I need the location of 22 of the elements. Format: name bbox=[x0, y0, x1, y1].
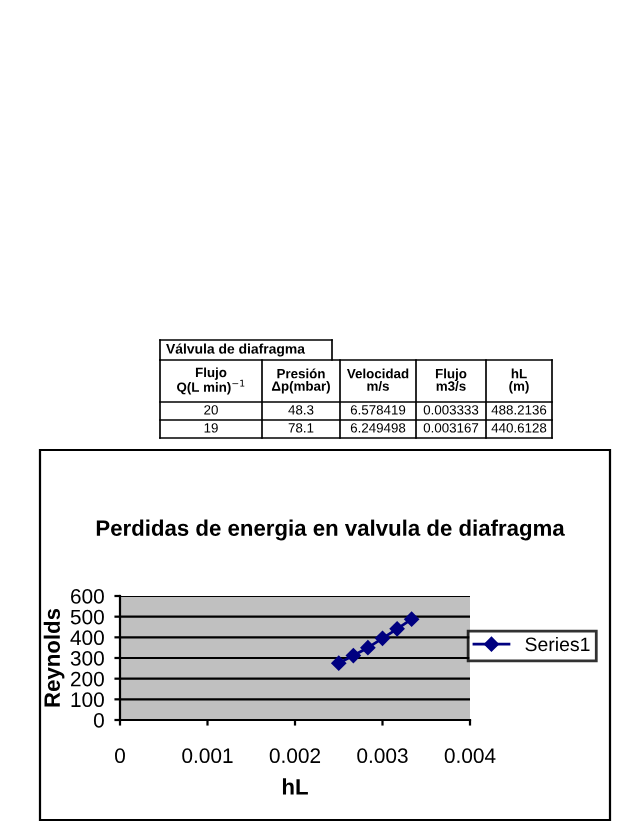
y-axis-title: Reynolds bbox=[43, 608, 65, 707]
x-tick-label: 0.004 bbox=[444, 748, 496, 764]
y-tick-label: 100 bbox=[71, 692, 104, 708]
y-tick-label: 400 bbox=[70, 630, 104, 646]
x-tick-label: 0.002 bbox=[269, 748, 321, 764]
point bbox=[389, 621, 405, 637]
legend-label: Series1 bbox=[525, 636, 590, 652]
point bbox=[375, 631, 390, 646]
y-tick-label: 600 bbox=[71, 589, 104, 604]
y-tick-label: 500 bbox=[70, 609, 104, 625]
y-tick-label: 200 bbox=[71, 671, 104, 687]
y-tick-label: 0 bbox=[93, 713, 104, 728]
x-tick-label: 0.003 bbox=[357, 748, 408, 764]
x-axis-title: hL bbox=[282, 778, 308, 795]
y-tick-label: 300 bbox=[70, 651, 104, 666]
point bbox=[404, 611, 419, 627]
point bbox=[346, 648, 361, 663]
point bbox=[331, 655, 347, 671]
x-tick-label: 0 bbox=[115, 748, 125, 764]
x-tick-label: 0.001 bbox=[182, 748, 233, 764]
chart-title: Perdidas de energia en valvula de diafragma bbox=[96, 519, 565, 541]
point bbox=[360, 640, 376, 655]
